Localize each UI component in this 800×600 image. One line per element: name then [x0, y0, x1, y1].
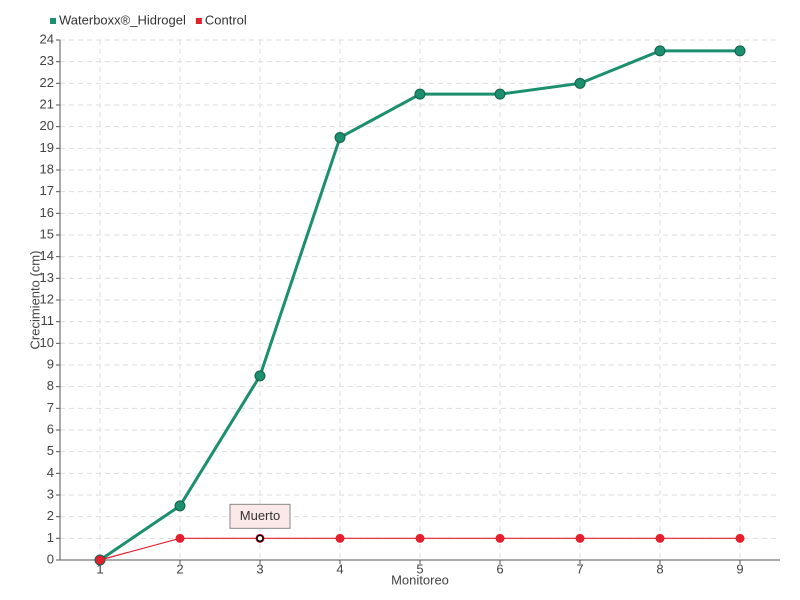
x-tick-label: 6 [496, 561, 503, 576]
data-point [734, 45, 746, 57]
data-point [495, 533, 505, 543]
data-point [574, 77, 586, 89]
annotation-box [229, 503, 291, 529]
y-tick-label: 0 [47, 551, 54, 566]
data-point [414, 88, 426, 100]
y-tick-label: 1 [47, 530, 54, 545]
legend-label: Control [205, 12, 247, 27]
y-tick-label: 6 [47, 421, 54, 436]
data-point [415, 533, 425, 543]
x-tick-label: 9 [736, 561, 743, 576]
data-point [735, 533, 745, 543]
y-tick-label: 12 [40, 291, 54, 306]
data-point [175, 533, 185, 543]
y-tick-label: 10 [40, 335, 54, 350]
data-point [575, 533, 585, 543]
legend-swatch [50, 18, 56, 24]
legend-label: Waterboxx®_Hidrogel [59, 12, 186, 27]
data-point [174, 500, 186, 512]
data-point [655, 533, 665, 543]
y-tick-label: 8 [47, 378, 54, 393]
y-tick-label: 16 [40, 205, 54, 220]
annotation-text: Muerto [240, 508, 280, 523]
y-tick-label: 17 [40, 183, 54, 198]
data-point [654, 45, 666, 57]
x-tick-label: 2 [176, 561, 183, 576]
y-axis-label: Crecimiento (cm) [27, 251, 42, 350]
x-axis-label: Monitoreo [391, 572, 449, 587]
y-tick-label: 15 [40, 226, 54, 241]
x-tick-label: 8 [656, 561, 663, 576]
data-point [334, 132, 346, 143]
y-tick-label: 19 [40, 140, 54, 155]
y-tick-label: 3 [47, 486, 54, 501]
annotation-marker [256, 534, 264, 543]
x-tick-label: 7 [576, 561, 583, 576]
y-tick-label: 4 [47, 465, 54, 480]
data-point [335, 533, 345, 543]
x-tick-label: 5 [416, 561, 423, 576]
y-tick-label: 5 [47, 443, 54, 458]
y-tick-label: 2 [47, 508, 54, 523]
x-tick-label: 1 [96, 561, 103, 576]
y-tick-label: 9 [47, 356, 54, 371]
y-tick-label: 11 [41, 313, 55, 328]
data-point [254, 370, 266, 382]
y-tick-label: 23 [40, 53, 54, 68]
data-point [494, 88, 506, 100]
y-tick-label: 24 [40, 31, 54, 46]
x-tick-label: 3 [256, 561, 263, 576]
y-tick-label: 7 [47, 400, 54, 415]
y-tick-label: 22 [40, 75, 54, 90]
y-tick-label: 14 [40, 248, 54, 263]
x-tick-label: 4 [336, 561, 343, 576]
y-tick-label: 20 [40, 118, 54, 133]
y-tick-label: 21 [40, 96, 54, 111]
data-point [95, 555, 105, 565]
legend-swatch [195, 18, 202, 24]
y-tick-label: 18 [40, 161, 54, 176]
y-tick-label: 13 [40, 270, 54, 285]
